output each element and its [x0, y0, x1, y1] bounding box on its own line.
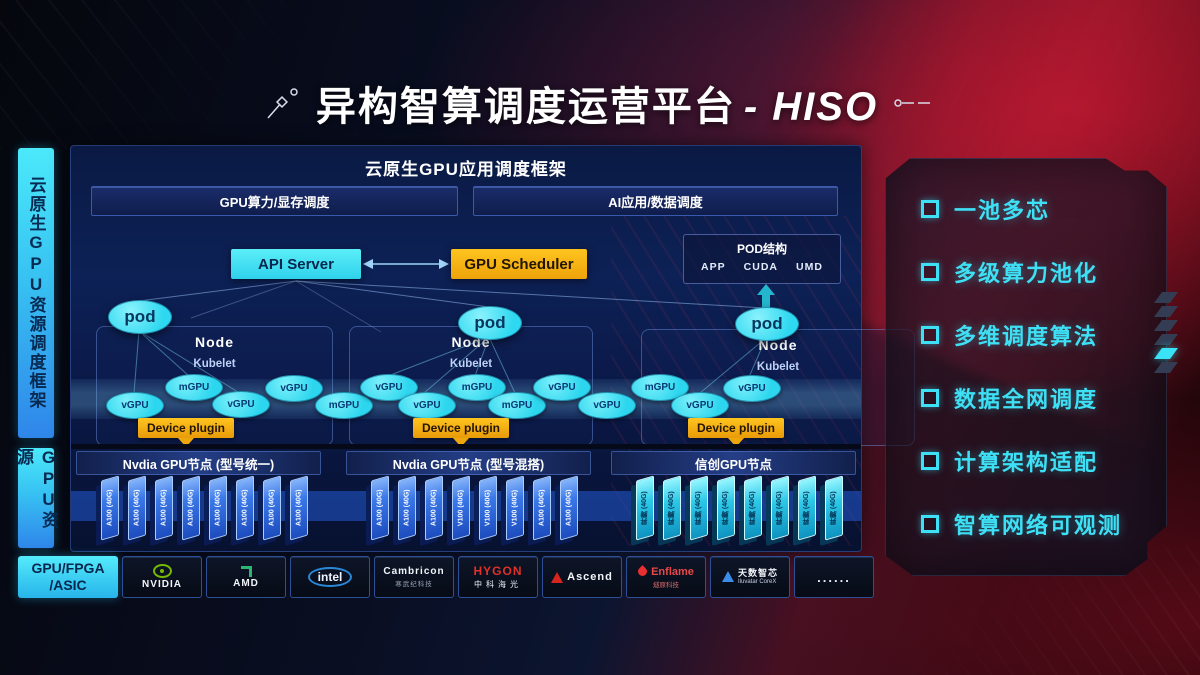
pod-structure-item: UMD — [796, 261, 823, 273]
pod-ellipse-3: pod — [735, 307, 799, 341]
gpu-cards-uniform: A100 (40G) A100 (40G) A100 (40G) A100 (40G)… — [101, 475, 308, 541]
device-plugin-2: Device plugin — [413, 418, 509, 447]
rail-gpu-resources: GPU资源 — [14, 448, 58, 548]
gpu-card: 昇腾 (40G) — [663, 475, 681, 541]
vendor-enflame: Enflame 燧原科技 — [626, 556, 706, 598]
feature-item: 多维调度算法 — [921, 314, 1167, 356]
feature-list: 一池多芯 多级算力池化 多维调度算法 数据全网调度 计算架构适配 智算网络可观测 — [885, 158, 1167, 545]
ellipsis-label: ...... — [817, 569, 851, 585]
gpu-card: A100 (40G) — [128, 475, 146, 541]
kubelet-label: Kubelet — [756, 361, 800, 373]
framework-title: 云原生GPU应用调度框架 — [365, 160, 567, 179]
pod-structure-title: POD结构 — [736, 242, 787, 256]
kubelet-label: Kubelet — [193, 358, 236, 370]
gpu-card: 昇腾 (40G) — [636, 475, 654, 541]
gpu-cards-domestic: 昇腾 (40G) 昇腾 (40G) 昇腾 (40G) 昇腾 (40G) 昇腾 (40G)… — [636, 475, 843, 541]
gpu-card: 昇腾 (40G) — [690, 475, 708, 541]
gpu-slice-band — [71, 379, 861, 419]
gpu-card: A100 (40G) — [182, 475, 200, 541]
iluvatar-logo-icon — [721, 571, 734, 583]
hazard-stripes-decoration — [1154, 292, 1178, 373]
enflame-logo-icon — [636, 565, 649, 578]
feature-item: 数据全网调度 — [921, 377, 1167, 419]
top-left-streaks-decoration — [0, 0, 330, 150]
ascend-logo-icon — [551, 571, 564, 583]
gpu-card: 昇腾 (40G) — [717, 475, 735, 541]
nvidia-logo-icon — [152, 564, 172, 578]
gpu-card: A100 (40G) — [290, 475, 308, 541]
gpu-scheduler-box: GPU Scheduler — [451, 249, 587, 279]
gpu-card: V100 (40G) — [506, 475, 524, 541]
gpu-card: A100 (40G) — [425, 475, 443, 541]
gpu-card: 昇腾 (40G) — [771, 475, 789, 541]
gpu-group-header-uniform: Nvdia GPU节点 (型号统一) — [76, 451, 321, 475]
pod-ellipse-2: pod — [458, 306, 522, 340]
intel-logo-icon: intel — [307, 567, 353, 587]
gpu-group-header-mixed: Nvdia GPU节点 (型号混搭) — [346, 451, 591, 475]
device-plugin-3: Device plugin — [688, 418, 784, 447]
gpu-cards-mixed: A100 (40G) A100 (40G) A100 (40G) V100 (40G)… — [371, 475, 578, 541]
device-plugin-1: Device plugin — [138, 418, 234, 447]
gpu-card: 昇腾 (40G) — [825, 475, 843, 541]
feature-item: 多级算力池化 — [921, 251, 1167, 293]
node-label: Node — [758, 337, 798, 353]
pod-structure-items: APP CUDA UMD — [684, 261, 840, 273]
panel-divider — [71, 444, 861, 449]
gpu-card: A100 (40G) — [236, 475, 254, 541]
vendor-intel: intel — [290, 556, 370, 598]
feature-item: 一池多芯 — [921, 188, 1167, 230]
square-bullet-icon — [921, 263, 939, 281]
page-title-en: - HISO — [743, 85, 879, 129]
pod-structure-box: POD结构 APP CUDA UMD — [683, 234, 841, 284]
pod-structure-item: CUDA — [743, 261, 778, 273]
vendor-hygon: HYGON 中科海光 — [458, 556, 538, 598]
gpu-card: V100 (40G) — [479, 475, 497, 541]
vendor-ascend: Ascend — [542, 556, 622, 598]
square-bullet-icon — [921, 452, 939, 470]
gpu-card: A100 (40G) — [371, 475, 389, 541]
framework-panel: 云原生GPU应用调度框架 GPU算力/显存调度 AI应用/数据调度 API — [70, 145, 915, 552]
hardware-types-label: GPU/FPGA /ASIC — [18, 556, 118, 598]
gpu-card: A100 (40G) — [263, 475, 281, 541]
vendor-amd: AMD — [206, 556, 286, 598]
gpu-card: V100 (40G) — [452, 475, 470, 541]
square-bullet-icon — [921, 200, 939, 218]
bar-ai-data-scheduling: AI应用/数据调度 — [473, 186, 838, 216]
gpu-card: A100 (40G) — [209, 475, 227, 541]
gpu-card: A100 (40G) — [155, 475, 173, 541]
pod-ellipse-1: pod — [108, 300, 172, 334]
page-title-cn: 异构智算调度运营平台 — [315, 85, 736, 129]
square-bullet-icon — [921, 389, 939, 407]
gpu-card: A100 (40G) — [398, 475, 416, 541]
gpu-card: A100 (40G) — [560, 475, 578, 541]
feature-item: 计算架构适配 — [921, 440, 1167, 482]
feature-panel: 一池多芯 多级算力池化 多维调度算法 数据全网调度 计算架构适配 智算网络可观测 — [885, 158, 1167, 576]
feature-item: 智算网络可观测 — [921, 503, 1167, 545]
api-server-box: API Server — [231, 249, 361, 279]
square-bullet-icon — [921, 515, 939, 533]
rail-cloud-native-gpu-framework: 云原生GPU资源调度框架 — [18, 148, 54, 438]
vendor-cambricon: Cambricon 寒武纪科技 — [374, 556, 454, 598]
circuit-node-left-icon — [267, 88, 298, 119]
kubelet-label: Kubelet — [449, 358, 493, 370]
pod-structure-item: APP — [701, 261, 726, 273]
node-label: Node — [195, 334, 234, 350]
vendor-more: ...... — [794, 556, 874, 598]
bar-gpu-compute-scheduling: GPU算力/显存调度 — [91, 186, 458, 216]
amd-logo-icon — [240, 565, 252, 577]
square-bullet-icon — [921, 326, 939, 344]
vendor-row: GPU/FPGA /ASIC NVIDIA AMD intel Cambrico… — [18, 556, 874, 598]
gpu-card: 昇腾 (40G) — [744, 475, 762, 541]
title-bar: 异构智算调度运营平台 - HISO — [0, 74, 1200, 132]
page-title: 异构智算调度运营平台 - HISO — [316, 74, 878, 132]
circuit-node-right-icon — [894, 99, 933, 107]
gpu-group-header-domestic: 信创GPU节点 — [611, 451, 856, 475]
gpu-card: A100 (40G) — [101, 475, 119, 541]
gpu-card: 昇腾 (40G) — [798, 475, 816, 541]
vendor-iluvatar: 天数智芯 Iluvatar CoreX — [710, 556, 790, 598]
gpu-card: A100 (40G) — [533, 475, 551, 541]
vendor-nvidia: NVIDIA — [122, 556, 202, 598]
